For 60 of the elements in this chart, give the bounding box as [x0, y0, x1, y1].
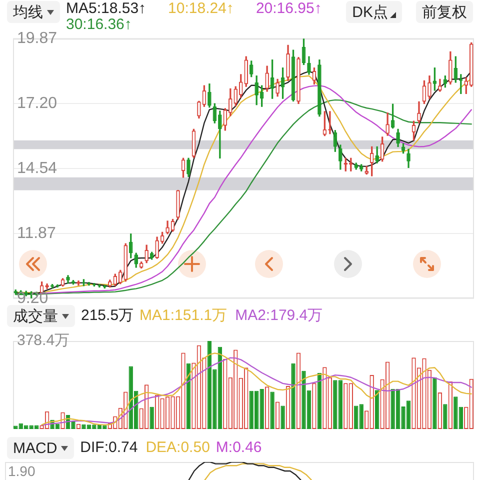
- candlestick: [108, 280, 112, 288]
- candlestick: [134, 252, 138, 268]
- candlestick: [265, 66, 269, 92]
- candlestick: [166, 220, 170, 234]
- text: DK点: [346, 1, 402, 23]
- candlestick: [406, 148, 410, 168]
- candlestick: [155, 236, 159, 259]
- candlestick: [432, 67, 437, 91]
- candlestick: [448, 51, 452, 84]
- text: 30:16.36↑: [66, 16, 132, 33]
- candlestick: [401, 143, 406, 154]
- candlestick: [296, 57, 300, 104]
- candlestick: [386, 112, 390, 136]
- legend-title: MACD: [7, 437, 74, 459]
- candlestick: [286, 44, 290, 82]
- candlestick: [428, 76, 432, 100]
- candlestick: [396, 128, 400, 148]
- candlestick: [228, 88, 232, 116]
- candlestick: [186, 158, 190, 177]
- text: DIF:0.74: [80, 438, 138, 458]
- y-tick-label: 11.87: [17, 224, 56, 242]
- candlestick: [338, 144, 342, 170]
- y-tick-label: 17.20: [17, 95, 58, 112]
- candlestick: [176, 190, 180, 220]
- annotation: 1.90: [8, 463, 36, 479]
- candlestick: [244, 56, 248, 87]
- y-tick-label: 19.87: [17, 30, 58, 48]
- legend-title: 成交量: [7, 305, 75, 327]
- candlestick: [144, 244, 148, 264]
- candlestick: [318, 59, 322, 117]
- text: 前复权: [416, 1, 473, 23]
- text: 10:18.24↑: [168, 0, 234, 17]
- candlestick: [197, 100, 201, 119]
- candlestick: [276, 78, 280, 97]
- bar: [280, 406, 285, 429]
- bar: [432, 377, 437, 429]
- bar: [443, 404, 448, 429]
- candlestick: [208, 84, 212, 108]
- candlestick: [307, 56, 311, 75]
- candlestick: [118, 270, 122, 284]
- candlestick: [218, 110, 222, 158]
- candlestick: [438, 78, 442, 92]
- y-tick-label: 14.54: [17, 160, 58, 177]
- text: MA5:18.53↑: [66, 0, 146, 17]
- bar: [270, 392, 274, 429]
- candlestick: [254, 76, 258, 106]
- series-label: DEA:0.50: [146, 438, 210, 458]
- bar: [291, 363, 296, 429]
- text: M:0.46: [216, 438, 262, 458]
- candlestick: [66, 275, 70, 284]
- text: 215.5万: [81, 306, 134, 326]
- bar: [150, 406, 154, 429]
- candlestick: [417, 101, 421, 124]
- candlestick: [375, 146, 379, 164]
- candlestick: [364, 166, 368, 175]
- text: MA1:151.1万: [140, 306, 228, 326]
- text: 20:16.95↑: [256, 0, 322, 17]
- legend-title: 均线: [7, 1, 60, 23]
- y-tick-label: 378.4万: [17, 332, 70, 350]
- text: MA2:179.4万: [235, 306, 323, 326]
